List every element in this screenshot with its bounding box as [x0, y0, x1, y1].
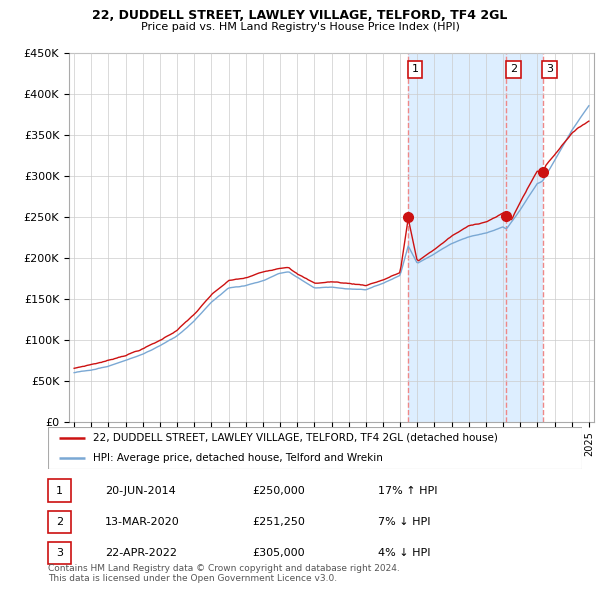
Text: 7% ↓ HPI: 7% ↓ HPI	[378, 517, 431, 527]
Text: 3: 3	[56, 548, 63, 558]
Text: HPI: Average price, detached house, Telford and Wrekin: HPI: Average price, detached house, Telf…	[94, 453, 383, 463]
Text: Contains HM Land Registry data © Crown copyright and database right 2024.
This d: Contains HM Land Registry data © Crown c…	[48, 563, 400, 583]
Text: 3: 3	[546, 64, 553, 74]
Text: 22, DUDDELL STREET, LAWLEY VILLAGE, TELFORD, TF4 2GL (detached house): 22, DUDDELL STREET, LAWLEY VILLAGE, TELF…	[94, 432, 498, 442]
Text: 22, DUDDELL STREET, LAWLEY VILLAGE, TELFORD, TF4 2GL: 22, DUDDELL STREET, LAWLEY VILLAGE, TELF…	[92, 9, 508, 22]
Text: 2: 2	[56, 517, 63, 527]
Text: 1: 1	[56, 486, 63, 496]
Text: Price paid vs. HM Land Registry's House Price Index (HPI): Price paid vs. HM Land Registry's House …	[140, 22, 460, 32]
Text: 1: 1	[412, 64, 419, 74]
Text: 22-APR-2022: 22-APR-2022	[105, 548, 177, 558]
Text: 2: 2	[509, 64, 517, 74]
Text: 4% ↓ HPI: 4% ↓ HPI	[378, 548, 431, 558]
Bar	[408, 53, 543, 422]
Text: £250,000: £250,000	[252, 486, 305, 496]
Text: 17% ↑ HPI: 17% ↑ HPI	[378, 486, 437, 496]
Text: 13-MAR-2020: 13-MAR-2020	[105, 517, 180, 527]
Text: £305,000: £305,000	[252, 548, 305, 558]
Text: 20-JUN-2014: 20-JUN-2014	[105, 486, 176, 496]
Text: £251,250: £251,250	[252, 517, 305, 527]
